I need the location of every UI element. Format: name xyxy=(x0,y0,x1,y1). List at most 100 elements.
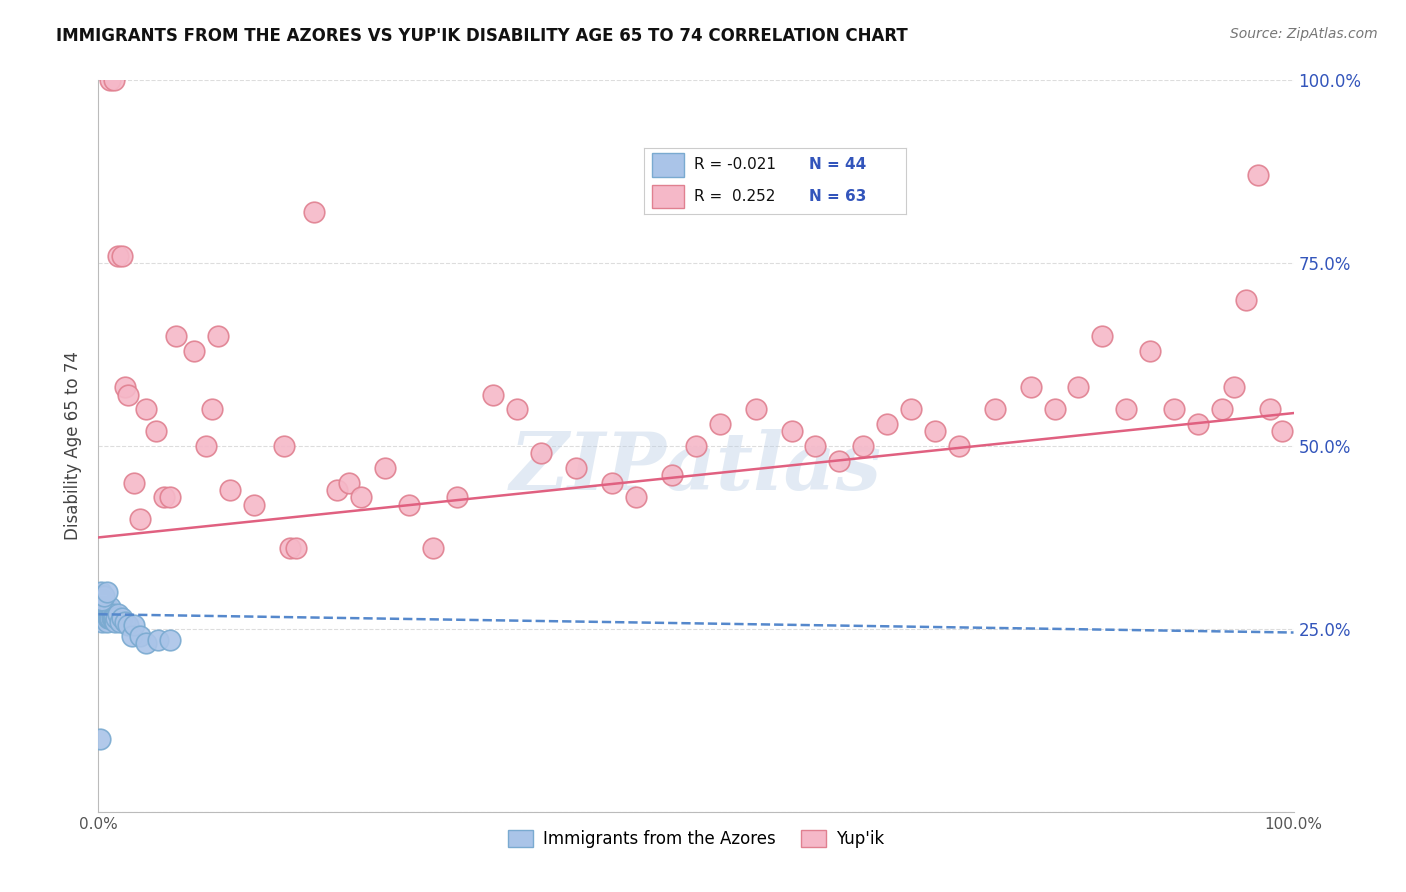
Point xyxy=(91,589,114,603)
Point xyxy=(117,388,139,402)
Point xyxy=(135,402,157,417)
Point xyxy=(948,439,970,453)
Point xyxy=(97,611,120,625)
Point xyxy=(108,615,131,629)
Point xyxy=(1043,402,1066,417)
Point xyxy=(93,611,115,625)
FancyBboxPatch shape xyxy=(652,153,683,177)
Point xyxy=(273,439,295,453)
Point xyxy=(129,629,152,643)
Point xyxy=(97,603,120,617)
Point xyxy=(124,618,146,632)
Point xyxy=(900,402,922,417)
Point xyxy=(924,425,946,439)
Point xyxy=(94,611,117,625)
Point xyxy=(98,607,121,622)
Point xyxy=(565,461,588,475)
Point xyxy=(709,417,731,431)
Point xyxy=(207,329,229,343)
Point xyxy=(96,585,118,599)
Point xyxy=(91,615,114,629)
Point xyxy=(1115,402,1137,417)
Point xyxy=(93,603,115,617)
Point xyxy=(97,607,120,622)
Point xyxy=(91,592,114,607)
Point xyxy=(506,402,529,417)
Point xyxy=(1223,380,1246,394)
Point xyxy=(828,453,851,467)
Point xyxy=(90,585,112,599)
Point xyxy=(91,607,114,622)
Point xyxy=(135,636,157,650)
Point xyxy=(481,388,505,402)
Point xyxy=(100,607,122,622)
Point xyxy=(94,607,117,622)
Point xyxy=(98,611,121,625)
Point xyxy=(326,483,349,497)
Point xyxy=(91,596,114,610)
Point xyxy=(804,439,827,453)
Point xyxy=(398,498,420,512)
Point xyxy=(121,629,143,643)
Point xyxy=(1187,417,1209,431)
Point xyxy=(89,731,111,746)
Point xyxy=(103,73,125,87)
Text: R =  0.252: R = 0.252 xyxy=(695,189,775,204)
Point xyxy=(852,439,875,453)
Point xyxy=(107,607,129,622)
Point xyxy=(91,599,114,614)
Point xyxy=(93,599,115,614)
Text: N = 44: N = 44 xyxy=(808,157,866,172)
Text: IMMIGRANTS FROM THE AZORES VS YUP'IK DISABILITY AGE 65 TO 74 CORRELATION CHART: IMMIGRANTS FROM THE AZORES VS YUP'IK DIS… xyxy=(56,27,908,45)
Point xyxy=(201,402,224,417)
Legend: Immigrants from the Azores, Yup'ik: Immigrants from the Azores, Yup'ik xyxy=(502,823,890,855)
Point xyxy=(145,425,167,439)
Point xyxy=(984,402,1007,417)
Text: Source: ZipAtlas.com: Source: ZipAtlas.com xyxy=(1230,27,1378,41)
Point xyxy=(165,329,187,343)
Point xyxy=(105,611,128,625)
Point xyxy=(278,541,301,556)
Point xyxy=(243,498,266,512)
Point xyxy=(96,603,118,617)
Point xyxy=(350,490,373,504)
Point xyxy=(780,425,803,439)
Text: R = -0.021: R = -0.021 xyxy=(695,157,776,172)
Point xyxy=(111,249,134,263)
Point xyxy=(104,615,127,629)
Point xyxy=(1258,402,1281,417)
Point xyxy=(114,380,136,394)
Point xyxy=(685,439,707,453)
Point xyxy=(1211,402,1233,417)
Point xyxy=(1271,425,1294,439)
Point xyxy=(103,611,125,625)
FancyBboxPatch shape xyxy=(652,185,683,208)
Point xyxy=(1067,380,1090,394)
Point xyxy=(90,607,112,622)
Point xyxy=(114,615,136,629)
Point xyxy=(117,618,139,632)
Point xyxy=(183,343,205,358)
Point xyxy=(626,490,648,504)
Point xyxy=(101,611,124,625)
Point xyxy=(1234,293,1257,307)
Point xyxy=(93,589,115,603)
Point xyxy=(530,446,553,460)
Point xyxy=(159,490,181,504)
Point xyxy=(302,205,325,219)
Point xyxy=(876,417,898,431)
Point xyxy=(100,611,122,625)
Point xyxy=(602,475,624,490)
Point xyxy=(94,603,117,617)
Text: N = 63: N = 63 xyxy=(808,189,866,204)
Point xyxy=(98,73,122,87)
Point xyxy=(374,461,396,475)
Text: ZIPatlas: ZIPatlas xyxy=(510,429,882,507)
Point xyxy=(745,402,768,417)
Point xyxy=(98,599,122,614)
Point xyxy=(129,512,152,526)
Point xyxy=(1019,380,1042,394)
Point xyxy=(148,632,170,647)
Point xyxy=(446,490,468,504)
Point xyxy=(98,611,122,625)
